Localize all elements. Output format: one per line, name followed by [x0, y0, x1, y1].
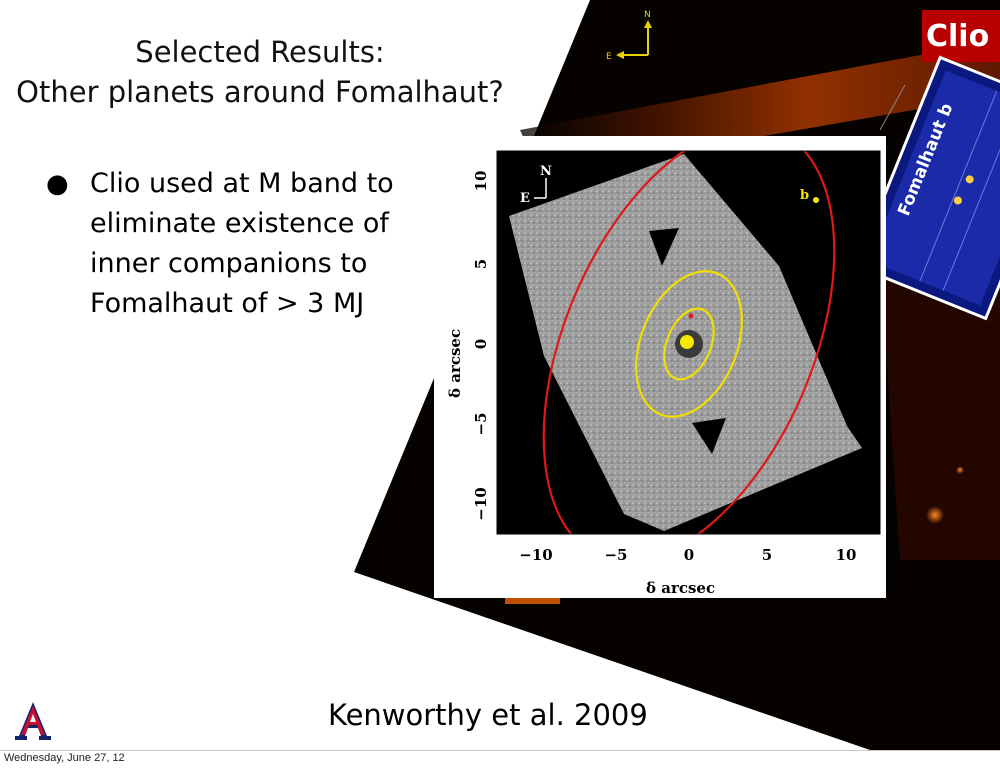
- inner-orbit: [663, 307, 715, 381]
- y-tick-label: 10: [472, 171, 490, 192]
- y-tick-label: 5: [472, 259, 490, 269]
- bg-compass-n: N: [644, 10, 651, 20]
- plot-compass-icon: [534, 178, 547, 199]
- orbit-plot: N E b −10 −5 0 5 10 10 5 0 −5 −10 δ arcsec δ arcs…: [446, 150, 881, 597]
- y-axis-label: δ arcsec: [446, 329, 464, 398]
- title-line-1: Selected Results:: [135, 35, 385, 69]
- bullet-text: Clio used at M band to eliminate existen…: [90, 168, 394, 319]
- footer-date: Wednesday, June 27, 12: [4, 752, 125, 764]
- y-tick-label: 0: [472, 339, 490, 349]
- plot-compass-n: N: [540, 164, 552, 179]
- y-tick-label: −5: [472, 412, 490, 435]
- orbit-plot-panel: N E b −10 −5 0 5 10 10 5 0 −5 −10 δ arcsec δ arcs…: [434, 136, 886, 598]
- star-marker: [680, 335, 694, 349]
- outer-orbit: [542, 151, 836, 534]
- planet-b-label: b: [800, 188, 809, 203]
- x-tick-label: 10: [836, 546, 857, 564]
- middle-orbit: [635, 270, 743, 418]
- clio-badge: Clio: [926, 19, 989, 54]
- slide: N E Clio Fomalhaut b Selected Results: O…: [0, 0, 1000, 751]
- title-line-2: Other planets around Fomalhaut?: [16, 75, 504, 109]
- x-tick-label: 0: [684, 546, 694, 564]
- bg-compass-icon: [616, 20, 652, 59]
- plot-compass-e: E: [520, 191, 530, 206]
- bullet-dot-icon: ●: [46, 169, 69, 199]
- x-tick-label: −10: [519, 546, 552, 564]
- x-axis-label: δ arcsec: [646, 579, 715, 597]
- bg-compass-e: E: [606, 52, 612, 62]
- arizona-logo-icon: [15, 702, 51, 740]
- citation: Kenworthy et al. 2009: [328, 698, 648, 732]
- x-tick-label: −5: [604, 546, 627, 564]
- y-tick-label: −10: [472, 487, 490, 520]
- x-tick-label: 5: [762, 546, 772, 564]
- planet-b-marker: [813, 197, 819, 203]
